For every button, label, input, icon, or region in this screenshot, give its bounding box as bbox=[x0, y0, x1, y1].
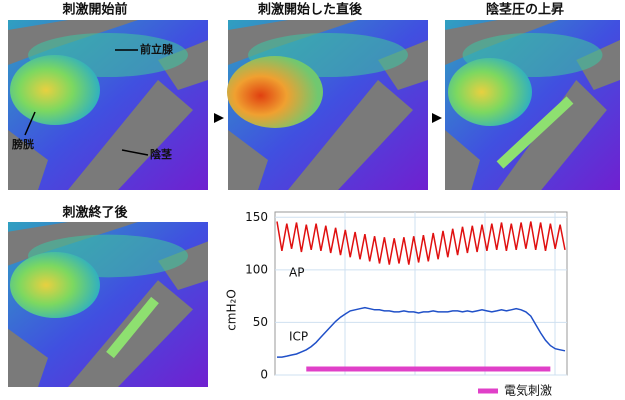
y-tick-label: 50 bbox=[253, 315, 268, 329]
annotation: 膀胱 bbox=[11, 137, 34, 151]
annotation: 陰茎 bbox=[150, 147, 172, 161]
chart: cmH₂O bbox=[225, 211, 568, 376]
series-label: AP bbox=[289, 265, 304, 279]
panel: 刺激終了後 bbox=[8, 205, 208, 387]
y-tick-label: 100 bbox=[245, 262, 268, 276]
series-label: ICP bbox=[289, 330, 308, 344]
panel-title: 刺激開始前 bbox=[62, 2, 127, 18]
series-line bbox=[277, 306, 566, 358]
panel: 陰茎圧の上昇 bbox=[445, 2, 620, 190]
legend-label: 電気刺激 bbox=[504, 383, 552, 398]
y-tick-label: 0 bbox=[260, 368, 268, 382]
panel: 刺激開始した直後 bbox=[227, 2, 428, 190]
panel-title: 陰茎圧の上昇 bbox=[486, 2, 564, 18]
panel: 刺激開始前 前立腺 膀胱 陰茎 bbox=[8, 2, 208, 190]
y-tick-label: 150 bbox=[245, 210, 268, 224]
series-line bbox=[276, 221, 566, 265]
panel-title: 刺激終了後 bbox=[62, 205, 128, 221]
y-axis-label: cmH₂O bbox=[225, 289, 239, 331]
annotation: 前立腺 bbox=[140, 42, 174, 56]
panel-title: 刺激開始した直後 bbox=[258, 2, 363, 18]
